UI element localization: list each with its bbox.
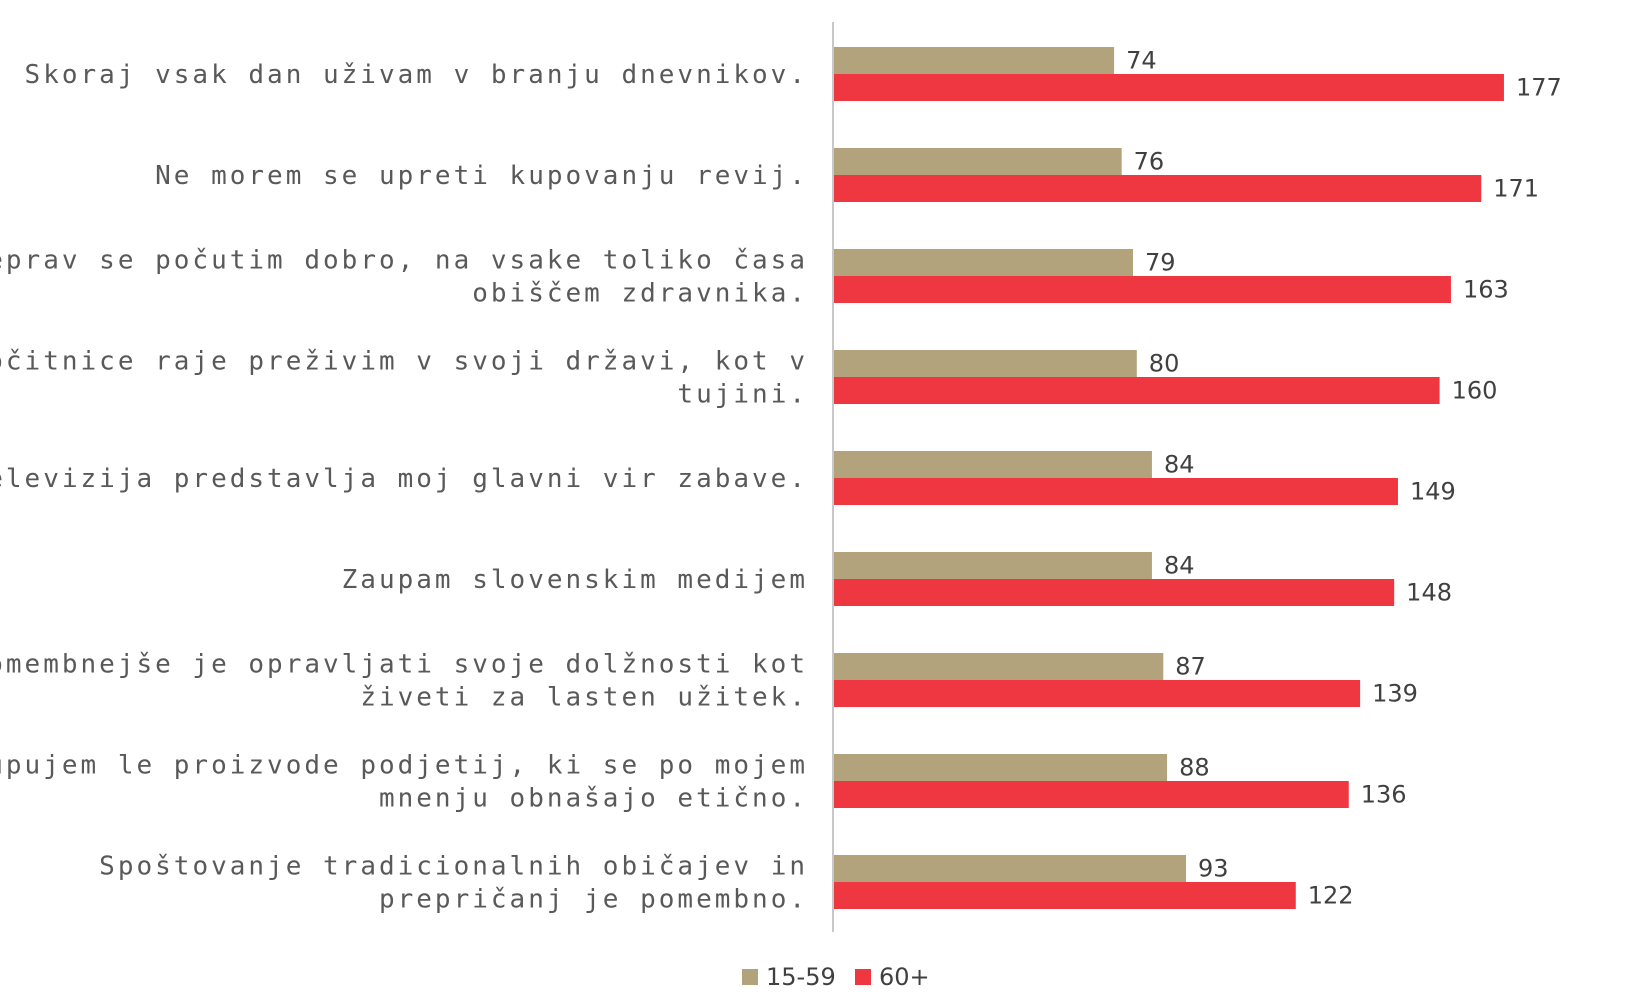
legend-swatch [742,969,758,985]
bar-15-59 [834,148,1122,175]
data-label: 139 [1372,680,1418,708]
bar-15-59 [834,249,1134,276]
data-label: 160 [1452,377,1498,405]
category-label: živeti za lasten užitek. [360,683,808,713]
legend-swatch [855,969,871,985]
data-label: 122 [1308,882,1354,910]
data-label: 149 [1410,478,1456,506]
data-label: 74 [1126,47,1157,75]
bar-60- [834,478,1398,505]
bar-15-59 [834,451,1152,478]
legend-label: 15-59 [766,963,836,991]
bar-60- [834,74,1504,101]
category-label: Pomembnejše je opravljati svoje dolžnost… [0,650,808,680]
category-label: Spoštovanje tradicionalnih običajev in [99,852,808,882]
bar-15-59 [834,855,1187,882]
category-labels: Skoraj vsak dan uživam v branju dnevniko… [0,60,808,915]
bar-60- [834,377,1440,404]
data-label: 177 [1516,74,1562,102]
bar-60- [834,579,1395,606]
bar-60- [834,175,1482,202]
category-label: Televizija predstavlja moj glavni vir za… [0,464,808,494]
bar-15-59 [834,754,1168,781]
data-label: 136 [1361,781,1407,809]
bar-60- [834,276,1451,303]
bar-15-59 [834,350,1137,377]
category-label: Ne morem se upreti kupovanju revij. [155,161,808,191]
data-label: 84 [1164,552,1195,580]
data-label: 148 [1406,579,1452,607]
category-label: tujini. [677,380,808,410]
bar-15-59 [834,653,1164,680]
data-label: 171 [1493,175,1539,203]
data-label: 88 [1179,754,1210,782]
bar-60- [834,781,1349,808]
bar-15-59 [834,552,1152,579]
category-label: Čeprav se počutim dobro, na vsake toliko… [0,244,808,276]
bar-60- [834,882,1296,909]
legend: 15-59 60+ [742,963,930,991]
data-label: 79 [1145,249,1176,277]
data-label: 163 [1463,276,1509,304]
category-label: Skoraj vsak dan uživam v branju dnevniko… [25,60,808,90]
legend-label: 60+ [879,963,930,991]
data-label: 87 [1175,653,1206,681]
category-label: Zaupam slovenskim medijem [342,565,808,595]
category-label: mnenju obnašajo etično. [379,784,808,814]
data-label: 93 [1198,855,1229,883]
data-label: 76 [1134,148,1165,176]
category-label: obiščem zdravnika. [472,279,808,309]
bar-series: 74 177 76 171 79 163 80 160 84 149 84 148 87 139 88 136… [834,47,1562,910]
data-label: 84 [1164,451,1195,479]
category-label: Počitnice raje preživim v svoji državi, … [0,347,808,377]
bar-15-59 [834,47,1115,74]
category-label: Kupujem le proizvode podjetij, ki se po … [0,751,808,781]
bar-60- [834,680,1361,707]
category-label: prepričanj je pomembno. [379,885,808,915]
data-label: 80 [1149,350,1180,378]
